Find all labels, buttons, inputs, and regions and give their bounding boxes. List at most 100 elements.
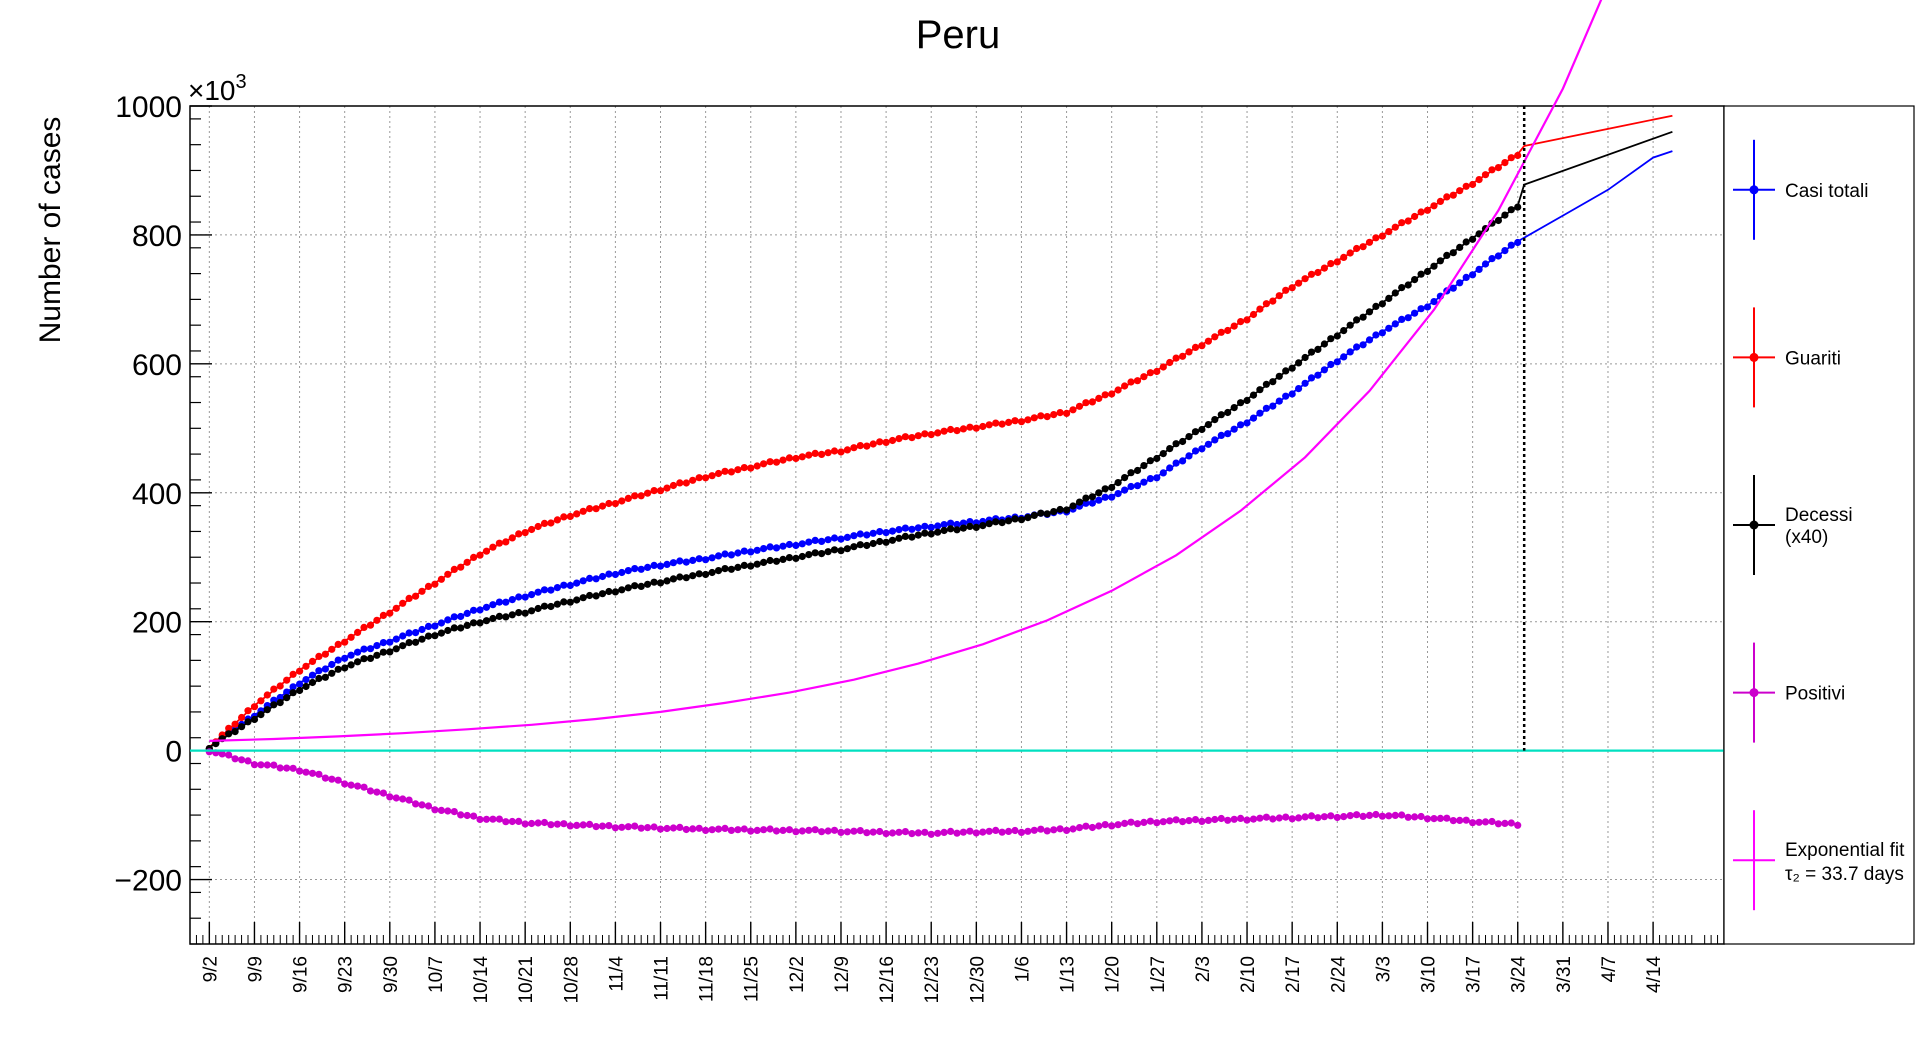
data-point [450, 624, 458, 632]
data-point [476, 551, 484, 559]
data-point [1185, 433, 1193, 441]
legend: Casi totali Guariti Decessi(x40) Positivi Ex… [1733, 139, 1905, 911]
data-point [366, 621, 375, 629]
data-point [792, 541, 800, 550]
data-point [1282, 813, 1290, 821]
data-point [837, 448, 845, 456]
data-point [231, 755, 239, 763]
data-point [540, 519, 549, 528]
data-point [772, 544, 781, 552]
data-point [315, 667, 323, 675]
x-tick-label: 9/2 [200, 956, 221, 982]
data-point [1269, 378, 1277, 386]
data-point [1275, 397, 1283, 405]
data-point [1230, 815, 1238, 823]
data-point [1488, 255, 1496, 263]
data-point [727, 826, 736, 835]
data-point [959, 425, 968, 433]
data-point [379, 611, 387, 620]
data-point [1256, 409, 1264, 417]
data-point [1082, 494, 1090, 502]
data-point [444, 570, 452, 578]
data-point [676, 557, 684, 565]
y-tick-label: −200 [114, 865, 182, 898]
series-exponential-fit [209, 0, 1603, 742]
data-point [863, 829, 871, 837]
series-line [209, 0, 1603, 742]
data-point [470, 606, 478, 614]
legend-swatch-marker [1749, 688, 1759, 698]
data-point [663, 577, 671, 585]
data-point [1017, 828, 1026, 837]
data-point [360, 623, 368, 632]
data-point [656, 579, 665, 587]
data-point [1146, 457, 1154, 465]
data-point [869, 539, 877, 548]
data-point [1269, 402, 1277, 410]
data-point [308, 769, 317, 777]
data-point [354, 648, 362, 656]
data-point [1166, 464, 1174, 472]
data-point [1365, 308, 1374, 316]
data-point [1404, 217, 1412, 225]
data-point [1353, 316, 1361, 324]
y-multiplier-label: ×103 [188, 71, 247, 106]
data-point [708, 826, 716, 834]
data-point [618, 823, 626, 831]
data-point [444, 807, 452, 815]
data-point [482, 815, 491, 823]
data-point [289, 683, 297, 691]
data-point [392, 604, 400, 612]
data-point [850, 543, 858, 551]
data-point [624, 567, 632, 575]
x-tick-label: 10/14 [471, 956, 492, 1004]
data-point [379, 789, 387, 797]
data-point [573, 596, 581, 604]
data-point [637, 582, 645, 591]
data-point [534, 604, 542, 613]
data-point [818, 450, 826, 458]
x-tick-label: 3/31 [1554, 956, 1575, 993]
data-point [985, 421, 993, 429]
data-point [270, 761, 278, 769]
data-point [1514, 203, 1522, 211]
data-point [1481, 818, 1490, 826]
data-point [908, 434, 916, 442]
data-point [972, 424, 980, 432]
data-point [927, 830, 935, 838]
data-point [979, 422, 987, 431]
data-point [863, 541, 871, 550]
data-point [940, 521, 948, 529]
data-point [1378, 232, 1386, 240]
data-point [276, 699, 284, 707]
data-point [1204, 440, 1212, 448]
data-point [1256, 386, 1264, 394]
data-point [805, 538, 813, 546]
legend-label: Casi totali [1785, 181, 1868, 202]
data-point [676, 823, 684, 832]
data-point [1301, 813, 1309, 821]
data-point [1456, 279, 1464, 287]
data-point [1282, 367, 1290, 375]
data-point [1365, 238, 1374, 246]
data-point [1185, 817, 1193, 825]
x-tick-label: 1/20 [1103, 956, 1124, 993]
data-point [1121, 474, 1129, 482]
data-point [373, 616, 381, 624]
x-tick-label: 9/30 [381, 956, 402, 993]
data-point [399, 642, 407, 650]
data-point [766, 543, 774, 551]
x-tick-label: 12/2 [787, 956, 808, 993]
data-point [985, 827, 993, 835]
data-point [1095, 822, 1103, 830]
data-point [457, 563, 465, 571]
data-point [296, 686, 304, 695]
data-point [308, 657, 317, 666]
data-point [521, 593, 529, 601]
data-point [1224, 326, 1232, 335]
data-point [779, 826, 787, 835]
legend-label-secondary: (x40) [1785, 527, 1828, 548]
data-point [1101, 485, 1109, 493]
data-point [315, 770, 323, 778]
data-point [1140, 478, 1148, 486]
